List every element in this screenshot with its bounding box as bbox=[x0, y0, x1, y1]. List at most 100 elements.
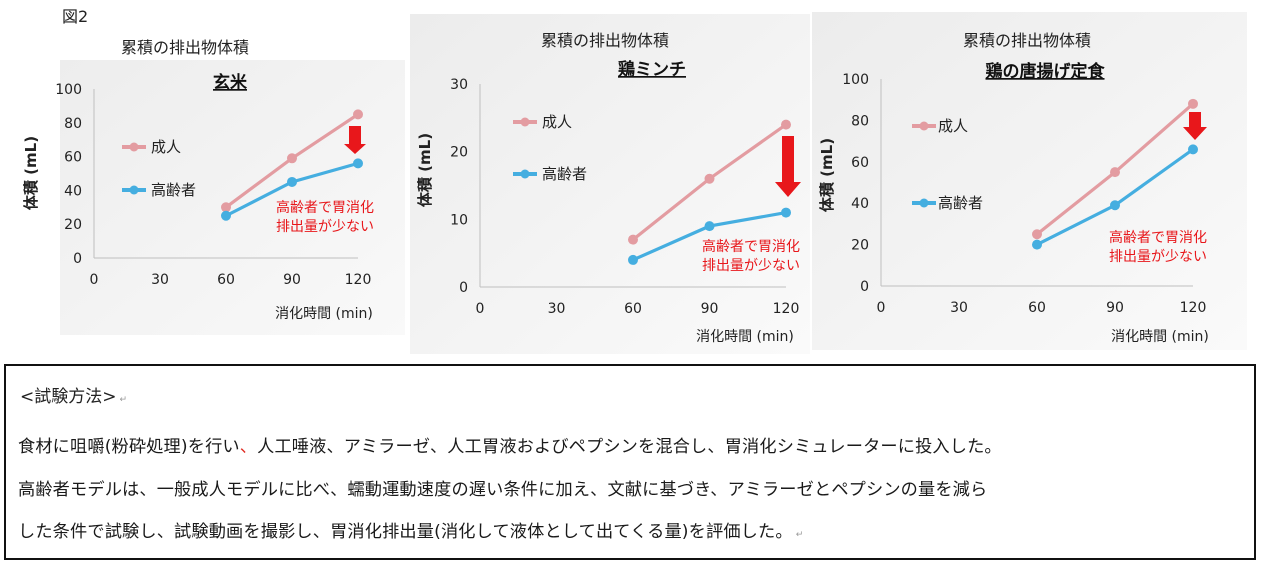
legend-marker-elderly bbox=[122, 185, 146, 195]
chart-svg-1: 累積の排出物体積 玄米 0 20 40 60 80 100 0 30 60 90 120 体積 (… bbox=[22, 38, 405, 335]
data-point-adult bbox=[221, 202, 231, 213]
data-point-adult bbox=[287, 153, 297, 164]
decrease-arrow bbox=[344, 126, 366, 154]
x-tick-label: 120 bbox=[1180, 300, 1207, 316]
chart-panel-2: 累積の排出物体積 鶏ミンチ 0 10 20 30 0 30 60 90 120 体積 (mL)… bbox=[410, 0, 810, 360]
x-tick-label: 0 bbox=[476, 301, 485, 317]
y-axis-label: 体積 (mL) bbox=[416, 133, 434, 207]
chart-panel-1: 累積の排出物体積 玄米 0 20 40 60 80 100 0 30 60 90 120 体積 (… bbox=[0, 0, 410, 345]
legend-elderly-label: 高齢者 bbox=[151, 181, 196, 199]
x-tick-label: 120 bbox=[345, 272, 372, 288]
data-point-elderly bbox=[1188, 144, 1198, 155]
methods-line-1: 食材に咀嚼(粉砕処理)を行い、人工唾液、アミラーゼ、人工胃液およびペプシンを混合… bbox=[18, 432, 1002, 457]
chart-subtitle: 鶏の唐揚げ定食 bbox=[986, 61, 1106, 82]
x-axis-label: 消化時間 (min) bbox=[1111, 329, 1209, 345]
y-tick-label: 20 bbox=[450, 145, 468, 161]
data-point-adult bbox=[1188, 98, 1198, 109]
annotation-line-2: 排出量が少ない bbox=[1109, 249, 1207, 265]
y-tick-label: 80 bbox=[64, 116, 82, 132]
legend-adult-label: 成人 bbox=[151, 138, 181, 156]
chart-title: 累積の排出物体積 bbox=[121, 38, 249, 57]
y-tick-label: 60 bbox=[851, 155, 869, 171]
decrease-arrow bbox=[1183, 112, 1207, 140]
annotation-line-1: 高齢者で胃消化 bbox=[276, 199, 374, 216]
data-point-elderly bbox=[221, 210, 231, 221]
methods-line-1-part-b: 人工唾液、アミラーゼ、人工胃液およびペプシンを混合し、胃消化シミュレーターに投入… bbox=[257, 437, 1002, 457]
y-tick-label: 20 bbox=[851, 238, 869, 254]
methods-line-2: 高齢者モデルは、一般成人モデルに比べ、蠕動運動速度の遅い条件に加え、文献に基づき… bbox=[18, 480, 988, 500]
x-tick-label: 120 bbox=[773, 301, 800, 317]
data-point-elderly bbox=[1110, 200, 1120, 211]
legend-marker-elderly bbox=[513, 169, 537, 179]
legend-elderly-label: 高齢者 bbox=[938, 194, 983, 212]
chart-title: 累積の排出物体積 bbox=[541, 31, 669, 50]
chart-svg-2: 累積の排出物体積 鶏ミンチ 0 10 20 30 0 30 60 90 120 体積 (mL)… bbox=[410, 14, 810, 354]
x-tick-label: 60 bbox=[1028, 300, 1046, 316]
y-tick-label: 0 bbox=[73, 251, 82, 267]
y-tick-label: 30 bbox=[450, 77, 468, 93]
x-tick-label: 0 bbox=[90, 272, 99, 288]
y-tick-label: 100 bbox=[55, 82, 82, 98]
methods-line-3: した条件で試験し、試験動画を撮影し、胃消化排出量(消化して液体として出てくる量)… bbox=[18, 522, 804, 542]
x-tick-label: 90 bbox=[1106, 300, 1124, 316]
x-tick-label: 90 bbox=[701, 301, 719, 317]
methods-title: <試験方法> ↵ bbox=[20, 387, 128, 407]
chart-background bbox=[410, 14, 810, 354]
legend-adult-label: 成人 bbox=[938, 117, 968, 135]
data-point-adult bbox=[704, 173, 715, 184]
methods-line-1-part-a: 食材に咀嚼(粉砕処理)を行い bbox=[18, 437, 240, 457]
data-point-adult bbox=[781, 119, 791, 130]
y-tick-label: 20 bbox=[64, 217, 82, 233]
data-point-adult bbox=[1032, 229, 1042, 240]
legend-adult-label: 成人 bbox=[542, 113, 572, 131]
data-point-elderly bbox=[628, 254, 638, 265]
y-tick-label: 80 bbox=[851, 113, 869, 129]
data-point-elderly bbox=[353, 158, 363, 169]
y-axis-label: 体積 (mL) bbox=[22, 136, 40, 210]
y-tick-label: 0 bbox=[459, 280, 468, 296]
methods-line-3-text: した条件で試験し、試験動画を撮影し、胃消化排出量(消化して液体として出てくる量)… bbox=[18, 522, 793, 542]
chart-subtitle: 玄米 bbox=[213, 72, 248, 93]
chart-title: 累積の排出物体積 bbox=[963, 31, 1091, 50]
methods-box: <試験方法> ↵ 食材に咀嚼(粉砕処理)を行い、人工唾液、アミラーゼ、人工胃液およ… bbox=[4, 364, 1256, 560]
data-point-elderly bbox=[287, 176, 297, 187]
x-tick-label: 60 bbox=[217, 272, 235, 288]
data-point-elderly bbox=[781, 207, 791, 218]
y-axis-label: 体積 (mL) bbox=[818, 138, 836, 212]
annotation-line-2: 排出量が少ない bbox=[702, 258, 800, 274]
data-point-adult bbox=[1110, 167, 1120, 178]
data-point-elderly bbox=[704, 221, 715, 232]
methods-title-text: <試験方法> bbox=[20, 387, 117, 407]
chart-subtitle: 鶏ミンチ bbox=[618, 59, 686, 80]
legend-elderly-label: 高齢者 bbox=[542, 165, 587, 183]
legend-marker-adult bbox=[513, 117, 537, 127]
x-tick-label: 0 bbox=[877, 300, 886, 316]
chart-background bbox=[60, 60, 405, 335]
y-tick-label: 60 bbox=[64, 150, 82, 166]
y-tick-label: 100 bbox=[842, 72, 869, 88]
x-tick-label: 30 bbox=[151, 272, 169, 288]
chart-svg-3: 累積の排出物体積 鶏の唐揚げ定食 0 20 40 60 80 100 0 30 60 90 120… bbox=[812, 12, 1247, 350]
x-tick-label: 60 bbox=[624, 301, 642, 317]
x-tick-label: 30 bbox=[548, 301, 566, 317]
data-point-elderly bbox=[1032, 239, 1042, 250]
figure-label: 図2 bbox=[62, 7, 89, 26]
annotation-line-1: 高齢者で胃消化 bbox=[1109, 229, 1207, 246]
legend-marker-adult bbox=[122, 142, 146, 152]
legend-marker-elderly bbox=[912, 198, 936, 208]
y-tick-label: 40 bbox=[64, 183, 82, 199]
chart-background bbox=[812, 12, 1247, 350]
x-tick-label: 30 bbox=[950, 300, 968, 316]
data-point-adult bbox=[353, 109, 363, 120]
annotation-line-2: 排出量が少ない bbox=[276, 219, 374, 235]
methods-line-1-red-comma: 、 bbox=[239, 437, 258, 457]
data-point-adult bbox=[628, 234, 638, 245]
y-tick-label: 10 bbox=[450, 212, 468, 228]
decrease-arrow bbox=[775, 136, 801, 197]
legend-marker-adult bbox=[912, 121, 936, 131]
x-axis-label: 消化時間 (min) bbox=[275, 306, 373, 322]
y-tick-label: 40 bbox=[851, 196, 869, 212]
annotation-line-1: 高齢者で胃消化 bbox=[702, 238, 800, 255]
y-tick-label: 0 bbox=[860, 279, 869, 295]
chart-panel-3: 累積の排出物体積 鶏の唐揚げ定食 0 20 40 60 80 100 0 30 60 90 120… bbox=[812, 0, 1262, 360]
